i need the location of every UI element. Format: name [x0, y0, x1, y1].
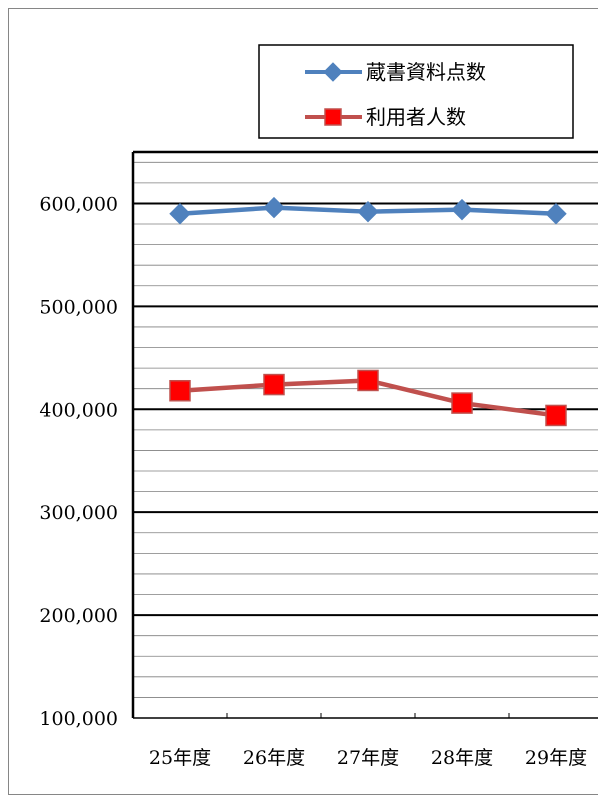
legend: 蔵書資料点数 利用者人数 — [259, 45, 573, 138]
legend-label-series-2: 利用者人数 — [366, 105, 466, 129]
legend-item-series-1: 蔵書資料点数 — [305, 60, 486, 84]
x-tick-label: 27年度 — [337, 747, 399, 769]
plot-background — [133, 152, 598, 718]
x-tick-label: 28年度 — [431, 747, 493, 769]
legend-item-series-2: 利用者人数 — [305, 105, 466, 129]
data-point-series-2 — [170, 381, 190, 401]
y-tick-label: 200,000 — [39, 605, 118, 627]
y-tick-label: 600,000 — [39, 193, 118, 215]
y-tick-label: 100,000 — [39, 708, 118, 730]
x-tick-label: 26年度 — [243, 747, 305, 769]
plot-area — [133, 152, 598, 718]
data-point-series-2 — [264, 375, 284, 395]
data-point-series-2 — [546, 405, 566, 425]
x-tick-label: 29年度 — [525, 747, 587, 769]
x-tick-label: 25年度 — [149, 747, 211, 769]
y-tick-label: 500,000 — [39, 296, 118, 318]
legend-label-series-1: 蔵書資料点数 — [366, 60, 486, 84]
y-tick-label: 300,000 — [39, 502, 118, 524]
data-point-series-2 — [452, 393, 472, 413]
legend-marker-series-2 — [325, 109, 341, 125]
data-point-series-2 — [358, 370, 378, 390]
y-tick-label: 400,000 — [39, 399, 118, 421]
